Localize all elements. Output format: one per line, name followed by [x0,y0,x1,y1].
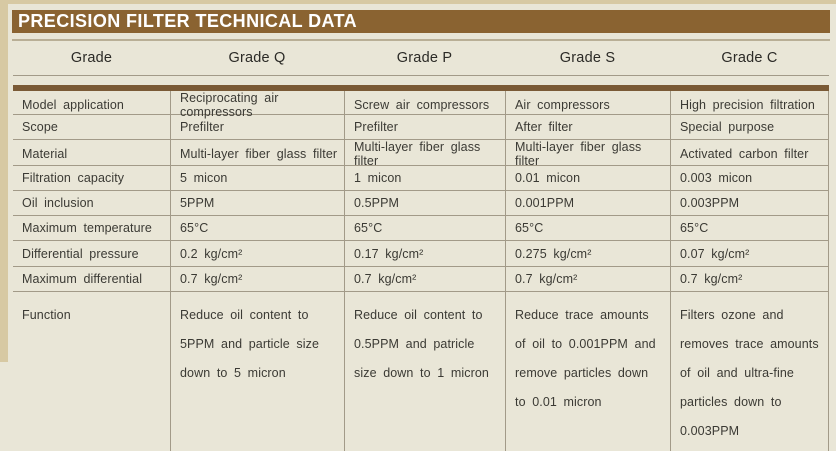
cell: After filter [505,115,670,139]
row-label: Function [22,308,71,322]
cell: 0.7 kg/cm² [670,267,829,291]
table-row: Differential pressure 0.2 kg/cm² 0.17 kg/c… [13,241,829,267]
cell: Multi-layer fiber glass filter [170,140,344,168]
cell: Air compressors [505,91,670,119]
header-divider-thick [13,85,829,91]
page-title: PRECISION FILTER TECHNICAL DATA [18,11,358,31]
cell: 65°C [670,216,829,240]
table-row: Function Reduce oil content to 5PPM and p… [13,292,829,451]
scan-edge-top [0,0,836,4]
cell: 0.003 micon [670,166,829,190]
cell: 0.001PPM [505,191,670,215]
cell: Screw air compressors [344,91,505,119]
row-label: Model application [22,98,124,112]
cell: 0.275 kg/cm² [505,241,670,266]
cell: Prefilter [170,115,344,139]
header-divider-thin [13,75,829,76]
cell: 0.17 kg/cm² [344,241,505,266]
cell: Reduce trace amounts of oil to 0.001PPM … [505,292,670,451]
cell: Special purpose [670,115,829,139]
column-header-grade-s: Grade S [559,50,616,66]
cell: Reduce oil content to 5PPM and particle … [170,292,344,451]
title-divider [12,39,830,41]
column-header-grade-q: Grade Q [228,50,286,66]
cell: 0.7 kg/cm² [170,267,344,291]
cell: 65°C [505,216,670,240]
cell: 5 micon [170,166,344,190]
title-bar: PRECISION FILTER TECHNICAL DATA [12,10,830,33]
table-row: Oil inclusion 5PPM 0.5PPM 0.001PPM 0.003PPM [13,191,829,216]
row-label: Differential pressure [22,246,139,261]
table-header-row: Grade Grade Q Grade P Grade S Grade C [13,42,829,74]
cell: Filters ozone and removes trace amounts … [670,292,829,451]
table-row: Maximum temperature 65°C 65°C 65°C 65°C [13,216,829,241]
row-label: Maximum differential [22,272,143,286]
row-label: Scope [22,120,58,134]
cell: 0.2 kg/cm² [170,241,344,266]
cell: 0.01 micon [505,166,670,190]
cell: 1 micon [344,166,505,190]
table-row: Model application Reciprocating air compr… [13,91,829,119]
cell: Multi-layer fiber glass filter [344,140,505,168]
row-label: Material [22,147,68,161]
column-header-grade-p: Grade P [396,50,453,66]
cell: Reciprocating air compressors [170,91,344,119]
cell: 5PPM [170,191,344,215]
row-label: Oil inclusion [22,196,94,210]
cell: 0.5PPM [344,191,505,215]
table-row: Filtration capacity 5 micon 1 micon 0.01 mi… [13,166,829,191]
cell: 65°C [344,216,505,240]
column-header-grade: Grade [70,50,113,66]
cell: Reduce oil content to 0.5PPM and patricl… [344,292,505,451]
table-row: Scope Prefilter Prefilter After filter Speci… [13,115,829,140]
cell: 0.7 kg/cm² [505,267,670,291]
cell: High precision filtration [670,91,829,119]
table-body: Model application Reciprocating air compr… [13,91,829,451]
scan-edge-left [0,0,8,362]
cell: 0.07 kg/cm² [670,241,829,266]
cell: 0.003PPM [670,191,829,215]
cell: Prefilter [344,115,505,139]
cell: 65°C [170,216,344,240]
row-label: Maximum temperature [22,221,152,235]
cell: 0.7 kg/cm² [344,267,505,291]
column-header-grade-c: Grade C [721,50,778,66]
cell: Activated carbon filter [670,140,829,168]
table-row: Maximum differential 0.7 kg/cm² 0.7 kg/cm²… [13,267,829,292]
table-row: Material Multi-layer fiber glass filter Mu… [13,140,829,168]
cell: Multi-layer fiber glass filter [505,140,670,168]
row-label: Filtration capacity [22,171,125,185]
